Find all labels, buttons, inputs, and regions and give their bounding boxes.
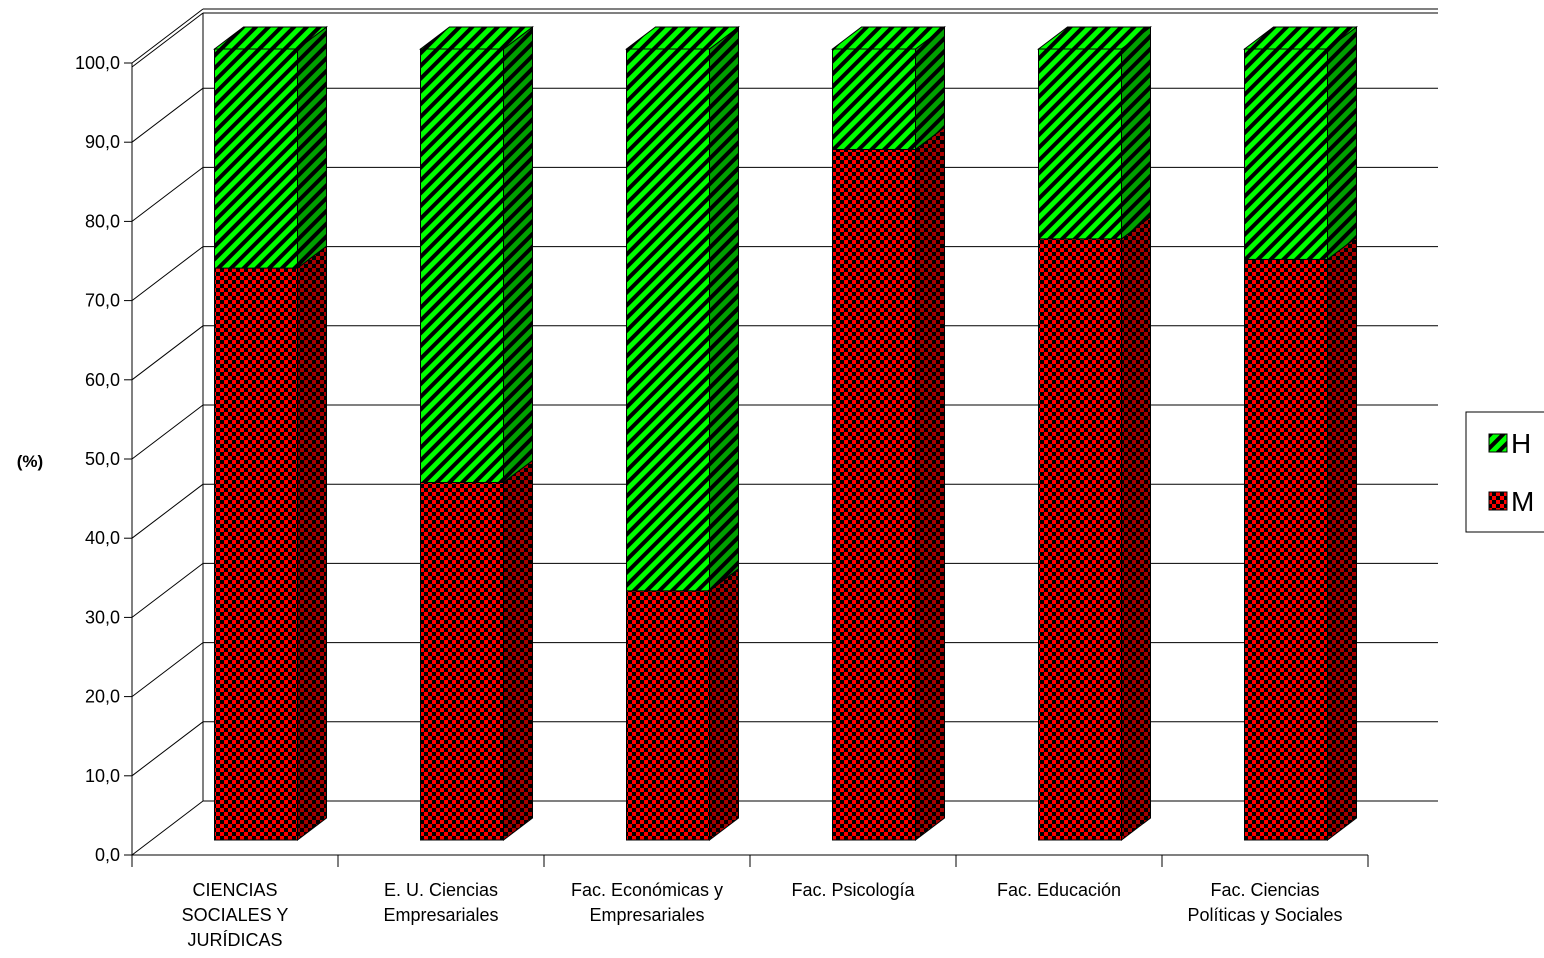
bar-h [214,48,298,269]
bar-h-side [503,25,533,484]
bar-h [420,48,504,483]
gridline-side [131,246,204,301]
bar-group [419,25,534,842]
legend-label-m: M [1511,486,1534,517]
bar-m [1244,258,1328,841]
legend-label-h: H [1511,428,1531,459]
bar-h-side [709,25,739,592]
y-tick-label: 60,0 [85,370,120,390]
y-tick-label: 90,0 [85,132,120,152]
x-category-label-line: Políticas y Sociales [1187,905,1342,925]
legend-swatch-m [1488,491,1508,511]
bar-h-top [625,26,740,50]
y-tick-label: 40,0 [85,528,120,548]
gridline-side [131,12,204,68]
bar-m-side [503,459,533,842]
legend-swatch-h [1488,433,1508,453]
x-category-label: CIENCIAS SOCIALES Y JURÍDICAS [182,880,289,950]
bar-m [1038,238,1122,841]
x-category-label-line: Empresariales [383,905,498,925]
bar-h [832,48,916,150]
bar-m-side [915,126,945,842]
x-category-label-line: E. U. Ciencias [384,880,498,900]
bar-m-side [297,245,327,842]
bar-m-side [1121,215,1151,842]
x-category-label: Fac. Económicas y Empresariales [571,880,723,925]
x-category-label-line: CIENCIAS [192,880,277,900]
y-tick-label: 0,0 [95,845,120,865]
gridline-side [131,800,204,856]
gridline-side [131,87,204,143]
bar-h-top [1243,26,1358,50]
y-tick-label: 50,0 [85,449,120,469]
bar-h-side [1327,25,1357,261]
gridline-side [131,721,204,777]
x-category-label: Fac. Educación [997,880,1121,900]
y-tick-label: 70,0 [85,291,120,311]
x-category-label-line: Fac. Económicas y [571,880,723,900]
y-tick-label: 20,0 [85,687,120,707]
y-axis-label: (%) [17,452,43,471]
bar-m [420,481,504,841]
bar-m [214,267,298,841]
bar-m-side [1327,236,1357,842]
gridline-side [131,483,204,539]
y-tick-label: 80,0 [85,211,120,231]
bars [213,25,1358,842]
bar-m-side [709,567,739,842]
x-category-label: Fac. Psicología [791,880,915,900]
bar-h-top [213,26,328,50]
x-category-label-line: Fac. Educación [997,880,1121,900]
bar-h [1038,48,1122,240]
bar-group [1037,25,1152,842]
bar-group [213,25,328,842]
x-category-label-line: Empresariales [589,905,704,925]
axis-labels: (%) CIENCIAS SOCIALES Y JURÍDICAS E. U. Cie… [17,452,1343,950]
legend-box [1465,411,1544,533]
bar-group [831,25,946,842]
bar-h-top [831,26,946,50]
bar-h [1244,48,1328,260]
y-tick-label: 10,0 [85,766,120,786]
x-category-label: Fac. Ciencias Políticas y Sociales [1187,880,1342,925]
bar-h-top [419,26,534,50]
bar-h-side [297,25,327,270]
bar-h-side [1121,25,1151,240]
legend: HM [1465,411,1544,533]
gridline-side [131,8,204,64]
axes: 0,0 10,0 20,0 30,0 40,0 50,0 60,0 70,0 80,0 90,0 1… [75,53,1369,867]
x-category-label: E. U. Ciencias Empresariales [383,880,498,925]
bar-h-top [1037,26,1152,50]
bar-m [832,148,916,841]
y-tick-label: 100,0 [75,53,120,73]
gridline-side [131,642,204,697]
gridline-side [131,325,204,381]
bar-group [1243,25,1358,842]
bar-group [625,25,740,842]
x-category-label-line: Fac. Ciencias [1210,880,1319,900]
x-category-label-line: Fac. Psicología [791,880,915,900]
y-tick-label: 30,0 [85,607,120,627]
gridlines [131,8,1438,856]
x-category-label-line: SOCIALES Y [182,905,289,925]
gridline-side [131,167,204,222]
gridline-side [131,404,204,460]
gridline-side [131,563,204,618]
x-category-label-line: JURÍDICAS [187,930,282,950]
bar-m [626,590,710,841]
bar-h [626,48,710,592]
